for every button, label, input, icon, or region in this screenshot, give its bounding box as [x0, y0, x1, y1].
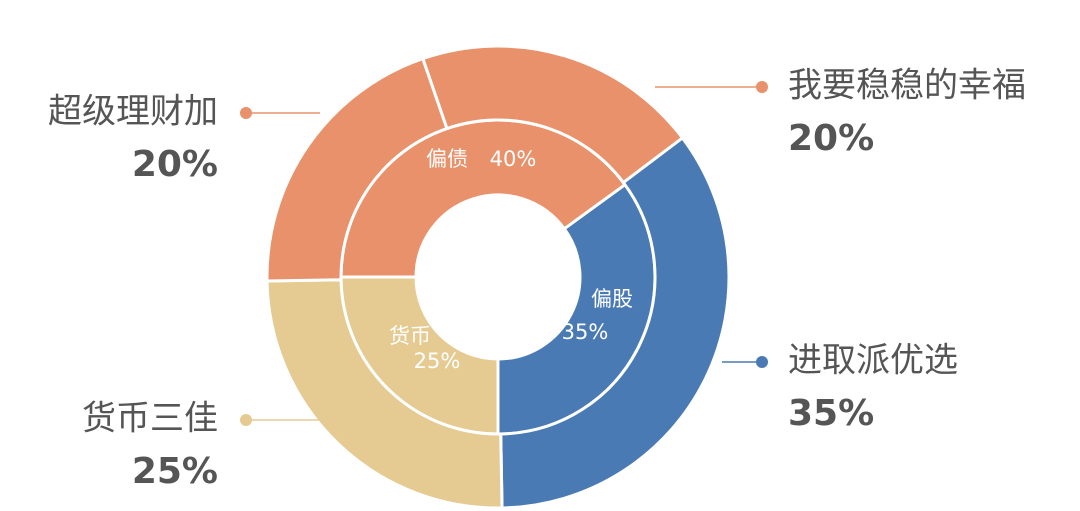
inner-value: 35%	[562, 320, 609, 344]
inner-label: 货币	[389, 324, 431, 348]
outer-label: 货币三佳	[82, 399, 218, 439]
outer-value: 25%	[132, 451, 218, 492]
donut-segment	[265, 278, 504, 510]
inner-label: 偏债	[426, 147, 468, 171]
outer-value: 20%	[132, 144, 218, 185]
inner-label: 偏股	[591, 287, 633, 311]
leader-dot	[756, 81, 768, 93]
inner-value: 25%	[414, 349, 461, 373]
donut-segment	[499, 135, 731, 510]
inner-value: 40%	[490, 147, 537, 171]
outer-label: 进取派优选	[788, 341, 958, 381]
leader-dot	[756, 356, 768, 368]
outer-label: 超级理财加	[48, 92, 218, 132]
leader-dot	[240, 107, 252, 119]
outer-label: 我要稳稳的幸福	[788, 66, 1026, 106]
donut-segment	[265, 56, 449, 283]
leader-dot	[240, 414, 252, 426]
outer-value: 20%	[788, 118, 874, 159]
outer-value: 35%	[788, 393, 874, 434]
